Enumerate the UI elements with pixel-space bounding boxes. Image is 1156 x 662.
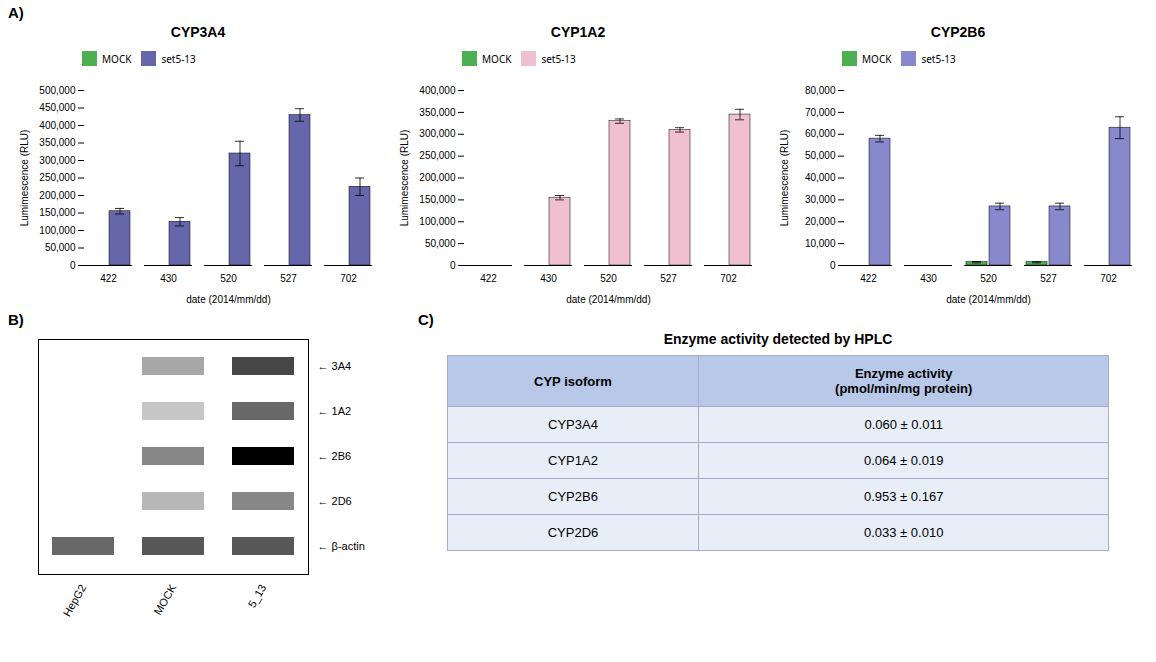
svg-text:30,000: 30,000 [805,194,836,205]
svg-text:150,000: 150,000 [419,194,456,205]
svg-text:300,000: 300,000 [419,128,456,139]
svg-text:702: 702 [720,273,737,284]
svg-text:10,000: 10,000 [805,238,836,249]
svg-text:Lumimescence (RLU): Lumimescence (RLU) [19,130,30,227]
svg-text:date (2014/mm/dd): date (2014/mm/dd) [946,294,1031,305]
html-text:Enzyme activity (pmol/min/mg p: Enzyme activity (pmol/min/mg protein) [835,366,973,396]
html-text:CYP2B6: CYP2B6 [548,489,598,504]
html-text:MOCK: MOCK [482,51,512,66]
svg-text:200,000: 200,000 [39,190,76,201]
svg-text:100,000: 100,000 [39,225,76,236]
svg-text:430: 430 [160,273,177,284]
svg-text:520: 520 [600,273,617,284]
svg-text:200,000: 200,000 [419,172,456,183]
svg-text:50,000: 50,000 [45,242,76,253]
svg-text:422: 422 [480,273,497,284]
svg-text:Lumimescence (RLU): Lumimescence (RLU) [399,130,410,227]
svg-text:← 1A2: ← 1A2 [318,405,352,417]
svg-text:50,000: 50,000 [805,150,836,161]
svg-text:date (2014/mm/dd): date (2014/mm/dd) [186,294,271,305]
html-text:0.060 ± 0.011: 0.060 ± 0.011 [864,417,943,432]
svg-text:250,000: 250,000 [419,150,456,161]
html-text:CYP1A2: CYP1A2 [548,453,598,468]
svg-text:430: 430 [540,273,557,284]
svg-text:422: 422 [860,273,877,284]
html-text:0.064 ± 0.019: 0.064 ± 0.019 [863,453,944,468]
html-text:CYP3A4: CYP3A4 [548,417,598,432]
html-text:set5-13: set5-13 [921,51,956,66]
svg-text:150,000: 150,000 [39,207,76,218]
html-text:set5-13: set5-13 [541,51,576,66]
svg-text:250,000: 250,000 [39,172,76,183]
svg-text:300,000: 300,000 [39,155,76,166]
svg-text:Lumimescence (RLU): Lumimescence (RLU) [779,130,790,227]
svg-text:60,000: 60,000 [805,128,836,139]
svg-text:0: 0 [450,260,456,271]
svg-text:702: 702 [1100,273,1117,284]
svg-text:MOCK: MOCK [151,582,178,617]
html-text:CYP2D6: CYP2D6 [547,525,599,540]
html-text:MOCK: MOCK [102,51,132,66]
svg-text:527: 527 [280,273,297,284]
svg-text:520: 520 [220,273,237,284]
svg-text:date (2014/mm/dd): date (2014/mm/dd) [566,294,651,305]
svg-text:0: 0 [830,260,836,271]
svg-text:0: 0 [70,260,76,271]
svg-text:← 2D6: ← 2D6 [318,495,352,507]
html-text:CYP3A4: CYP3A4 [170,24,226,40]
svg-text:← 3A4: ← 3A4 [318,360,352,372]
svg-text:HepG2: HepG2 [60,582,88,618]
svg-text:400,000: 400,000 [419,85,456,96]
html-text:0.033 ± 0.010: 0.033 ± 0.010 [863,525,944,540]
html-text:B): B) [8,311,24,328]
svg-text:702: 702 [340,273,357,284]
svg-text:400,000: 400,000 [39,120,76,131]
svg-text:80,000: 80,000 [805,85,836,96]
svg-text:527: 527 [660,273,677,284]
html-text:set5-13: set5-13 [161,51,196,66]
html-text:C): C) [418,311,434,328]
html-text:MOCK: MOCK [862,51,892,66]
svg-text:20,000: 20,000 [805,216,836,227]
svg-text:450,000: 450,000 [39,102,76,113]
html-text:0.953 ± 0.167: 0.953 ± 0.167 [863,489,944,504]
svg-text:350,000: 350,000 [419,107,456,118]
svg-text:520: 520 [980,273,997,284]
svg-text:422: 422 [100,273,117,284]
svg-text:50,000: 50,000 [425,238,456,249]
svg-text:← β-actin: ← β-actin [318,540,365,552]
svg-text:← 2B6: ← 2B6 [318,450,352,462]
svg-text:500,000: 500,000 [39,85,76,96]
svg-text:5_13: 5_13 [246,582,269,609]
html-text:CYP isoform: CYP isoform [534,373,612,389]
html-text:Enzyme activity detected by HP: Enzyme activity detected by HPLC [663,331,893,347]
svg-text:350,000: 350,000 [39,137,76,148]
html-text:CYP2B6: CYP2B6 [930,24,986,40]
svg-text:70,000: 70,000 [805,107,836,118]
svg-text:100,000: 100,000 [419,216,456,227]
svg-text:527: 527 [1040,273,1057,284]
svg-text:40,000: 40,000 [805,172,836,183]
svg-text:430: 430 [920,273,937,284]
html-text:CYP1A2: CYP1A2 [550,24,606,40]
html-text:A): A) [8,4,24,21]
